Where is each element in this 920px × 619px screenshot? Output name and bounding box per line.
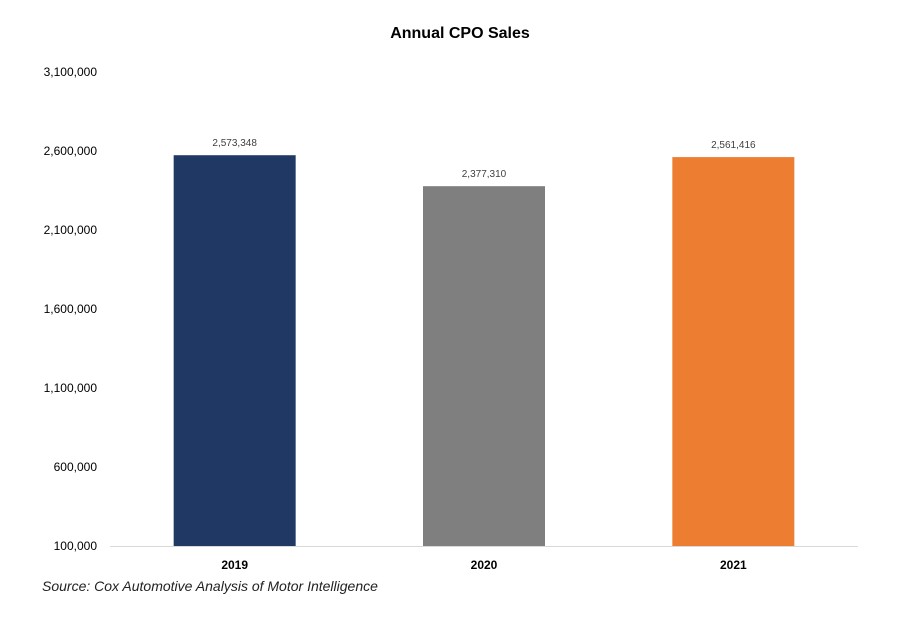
bar-2020 bbox=[423, 186, 545, 547]
data-label-2019: 2,573,348 bbox=[212, 138, 257, 149]
data-label-2021: 2,561,416 bbox=[711, 140, 756, 151]
bar-2019 bbox=[173, 155, 296, 547]
x-axis-ticks: 2019 2020 2021 bbox=[221, 558, 747, 572]
bar-2021 bbox=[672, 157, 795, 547]
source-note: Source: Cox Automotive Analysis of Motor… bbox=[42, 578, 378, 594]
y-tick-label: 2,100,000 bbox=[44, 223, 98, 237]
x-tick-label-2019: 2019 bbox=[221, 558, 248, 572]
y-tick-label: 100,000 bbox=[54, 539, 98, 553]
x-tick-label-2020: 2020 bbox=[471, 558, 498, 572]
y-axis-ticks: 100,000 600,000 1,100,000 1,600,000 2,100,00… bbox=[44, 65, 98, 553]
y-tick-label: 2,600,000 bbox=[44, 144, 98, 158]
bars bbox=[173, 155, 795, 547]
y-tick-label: 3,100,000 bbox=[44, 65, 98, 79]
y-tick-label: 1,600,000 bbox=[44, 302, 98, 316]
x-tick-label-2021: 2021 bbox=[720, 558, 747, 572]
data-labels: 2,573,348 2,377,310 2,561,416 bbox=[212, 138, 756, 180]
y-tick-label: 1,100,000 bbox=[44, 381, 98, 395]
data-label-2020: 2,377,310 bbox=[462, 169, 507, 180]
y-tick-label: 600,000 bbox=[54, 460, 98, 474]
chart-title: Annual CPO Sales bbox=[390, 25, 530, 42]
